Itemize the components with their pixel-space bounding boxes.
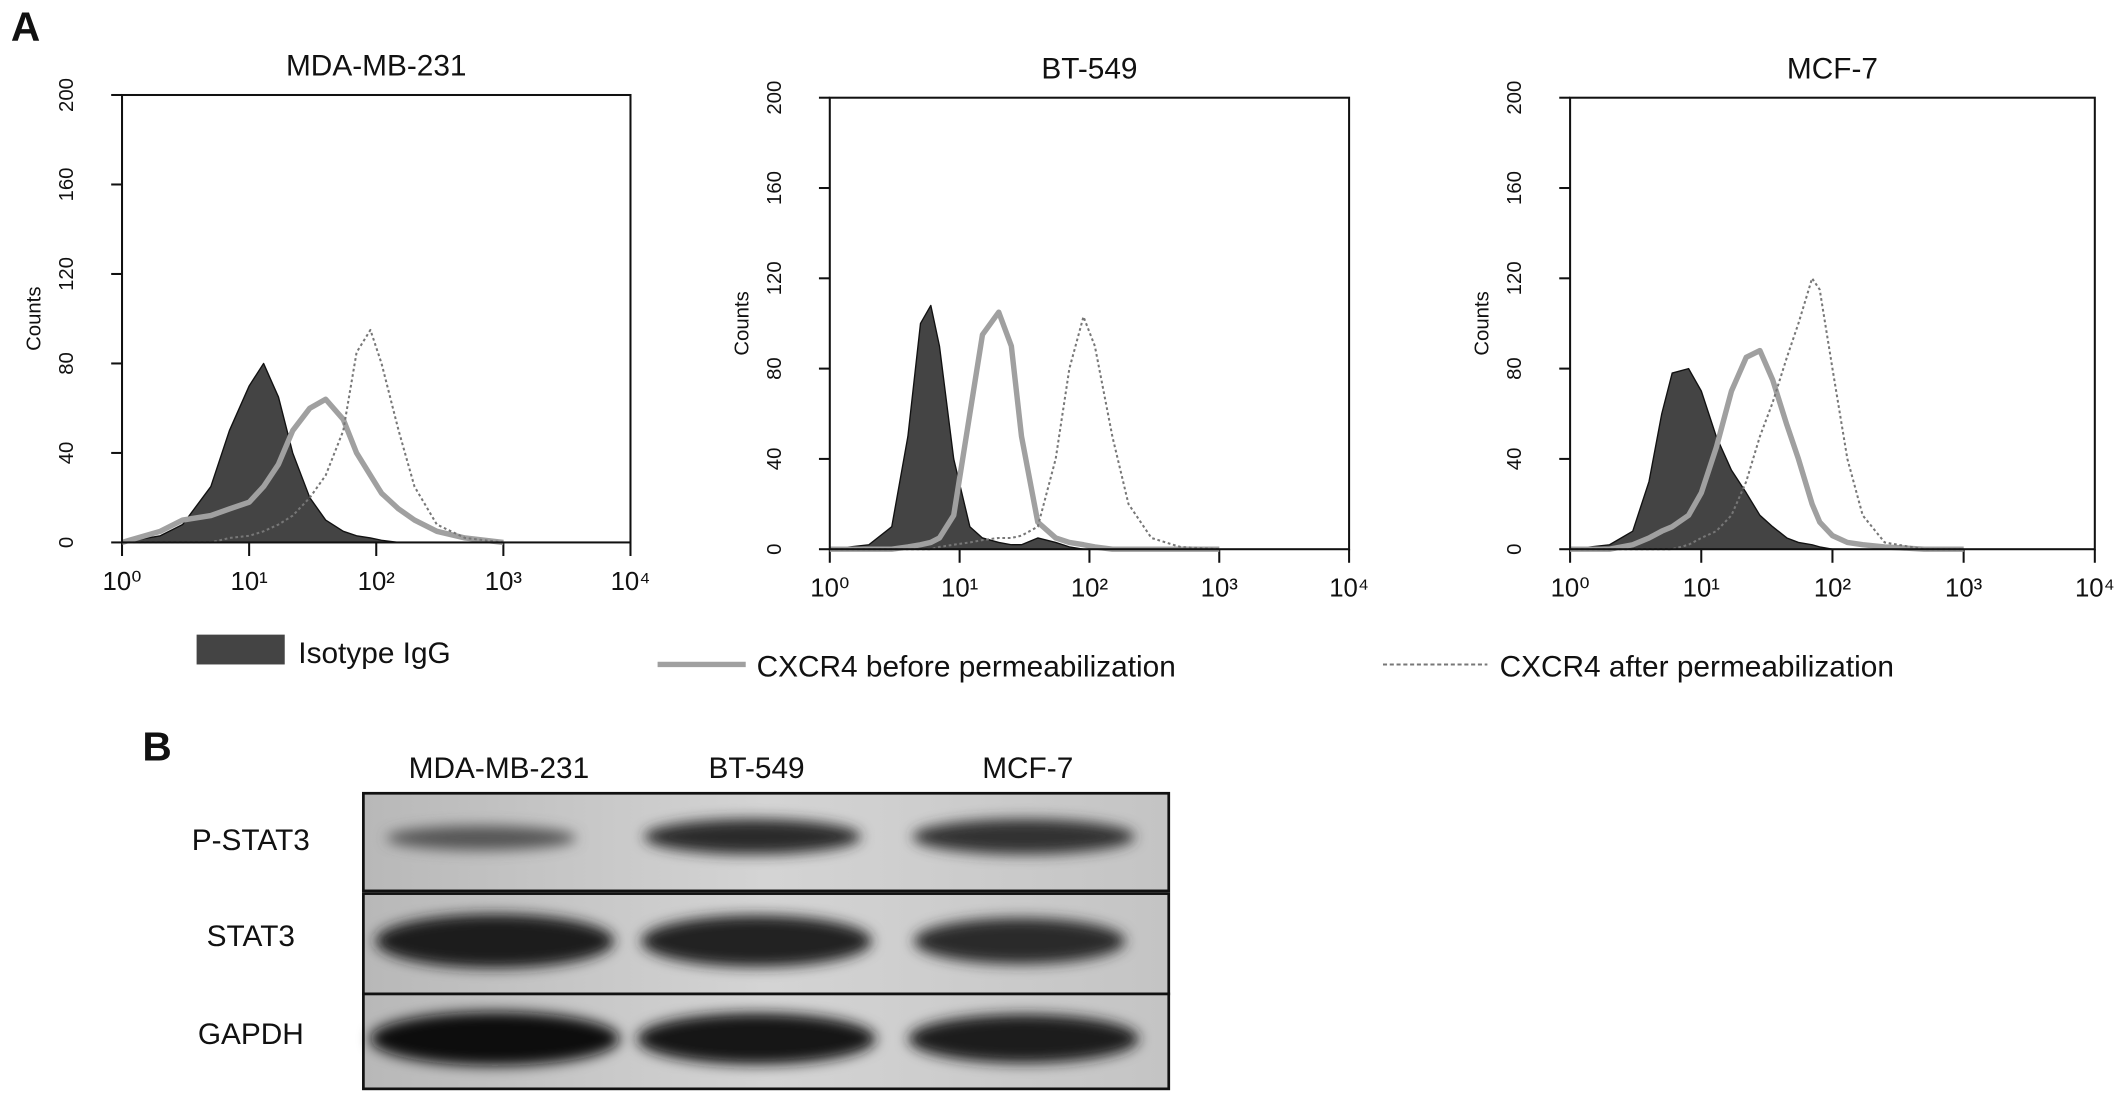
y-tick-label: 120 [764,261,786,295]
panel-label: B [142,724,171,770]
y-tick-label: 160 [1504,171,1526,205]
x-tick-label: 10⁰ [810,575,849,603]
x-tick-label: 10¹ [941,575,979,603]
x-tick-label: 10¹ [1683,575,1721,603]
y-tick-label: 0 [56,537,78,548]
y-axis-label: Counts [1472,291,1494,355]
y-tick-label: 40 [1504,448,1526,471]
x-tick-label: 10³ [1201,575,1239,603]
chart-title: MCF-7 [1787,52,1878,85]
legend-label: CXCR4 after permeabilization [1500,650,1894,683]
y-tick-label: 200 [764,81,786,115]
x-tick-label: 10³ [485,568,523,596]
histogram-area [829,304,1221,550]
histogram-line [121,396,504,546]
y-axis-label: Counts [731,291,753,355]
plot-frame [1569,96,2096,551]
lane-label: MCF-7 [982,752,1073,785]
legend-swatch [196,634,285,665]
x-tick-label: 10⁰ [1551,575,1590,603]
y-tick-label: 80 [764,357,786,380]
y-tick-label: 160 [56,168,78,202]
y-axis-label: Counts [24,287,46,351]
y-tick-label: 200 [1504,81,1526,115]
chart-title: MDA-MB-231 [286,50,467,83]
legend-label: Isotype IgG [298,637,450,670]
chart-title: BT-549 [1041,52,1137,85]
y-tick-label: 80 [1504,357,1526,380]
histogram-line [1570,347,1964,552]
x-tick-label: 10⁴ [611,568,651,596]
y-tick-label: 160 [764,171,786,205]
y-tick-label: 0 [764,544,786,555]
legend: Isotype IgG CXCR4 before permeabilizatio… [196,634,1894,683]
histogram-line [1570,277,1964,551]
y-tick-label: 0 [1504,544,1526,555]
panel-label: A [11,4,40,50]
x-tick-label: 10⁴ [1329,575,1369,603]
y-tick-label: 40 [764,448,786,471]
plot-frame [121,93,632,544]
x-tick-label: 10³ [1945,575,1983,603]
x-tick-label: 10² [358,568,396,596]
lane-label: MDA-MB-231 [409,752,590,785]
histogram-area [121,362,505,544]
x-tick-label: 10¹ [231,568,269,596]
histogram-line [829,315,1220,551]
row-label: P-STAT3 [192,824,310,857]
row-label: STAT3 [207,920,295,953]
y-tick-label: 120 [56,257,78,291]
histogram-line [829,309,1220,552]
western-blot: MDA-MB-231 BT-549 MCF-7 P-STAT3 STAT3 GA… [192,752,1171,1091]
y-tick-label: 120 [1504,261,1526,295]
x-tick-label: 10⁴ [2075,575,2115,603]
x-tick-label: 10⁰ [103,568,142,596]
y-tick-label: 80 [56,352,78,375]
lane-label: BT-549 [709,752,805,785]
plot-frame [828,96,1351,551]
y-tick-label: 200 [56,78,78,112]
y-tick-label: 40 [56,442,78,465]
histogram-area [1569,367,1965,550]
legend-label: CXCR4 before permeabilization [757,650,1176,683]
x-tick-label: 10² [1071,575,1109,603]
row-label: GAPDH [198,1018,304,1051]
bands [370,819,1139,1066]
x-tick-label: 10² [1814,575,1852,603]
